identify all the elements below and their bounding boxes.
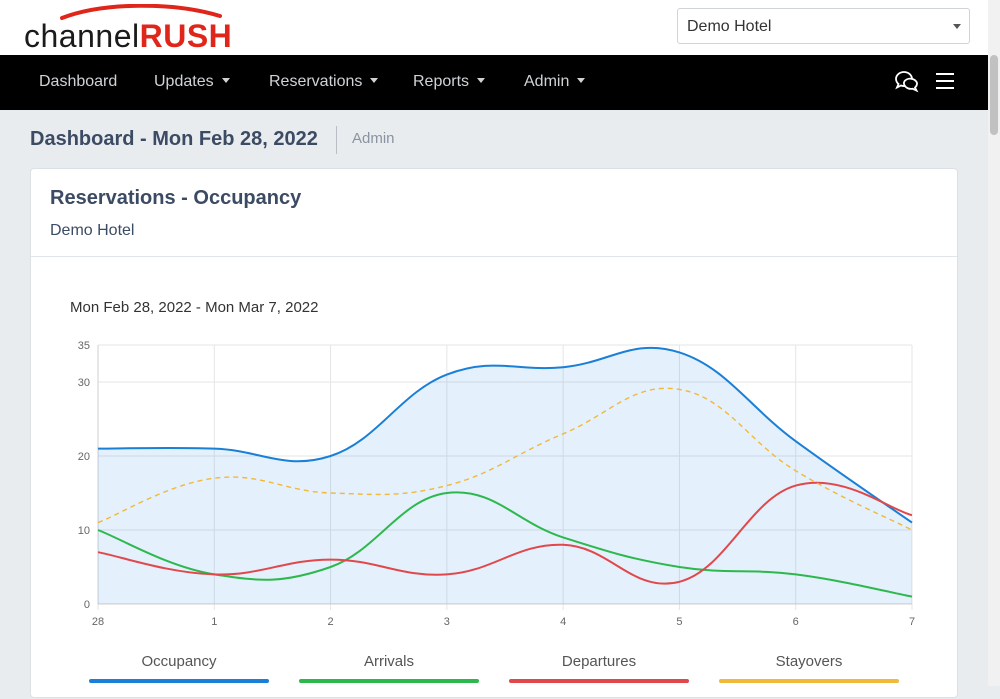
y-tick-label: 30 — [78, 377, 90, 389]
legend-item-stayovers[interactable]: Stayovers — [775, 653, 843, 670]
caret-down-icon — [477, 78, 486, 83]
nav-reservations[interactable]: Reservations — [269, 73, 379, 91]
breadcrumb-admin: Admin — [352, 130, 395, 147]
legend-swatch-departures — [509, 679, 689, 683]
x-tick-label: 1 — [211, 616, 217, 628]
page-title: Dashboard - Mon Feb 28, 2022 — [30, 128, 318, 150]
x-tick-label: 2 — [328, 616, 334, 628]
departures-point — [213, 573, 215, 575]
departures-point — [97, 551, 99, 553]
stayovers-point — [446, 484, 448, 486]
occupancy-point — [97, 447, 99, 449]
legend-item-occupancy[interactable]: Occupancy — [141, 653, 217, 670]
stayovers-point — [97, 521, 99, 523]
logo-text-channel: channel — [24, 18, 140, 54]
logo-swoosh-icon — [60, 4, 222, 20]
arrivals-line — [97, 491, 913, 598]
stayovers-point — [329, 492, 331, 494]
occupancy-point — [213, 447, 215, 449]
departures-point — [911, 514, 913, 516]
arrivals-point — [329, 566, 331, 568]
hotel-select[interactable]: Demo Hotel — [677, 8, 970, 44]
occupancy-point — [678, 351, 680, 353]
stayovers-point — [213, 477, 215, 479]
scrollbar-thumb[interactable] — [990, 55, 998, 135]
legend-swatch-arrivals — [299, 679, 479, 683]
top-header: channelRUSH Demo Hotel — [0, 0, 988, 55]
departures-point — [678, 581, 680, 583]
y-tick-label: 0 — [84, 599, 90, 611]
occupancy-point — [446, 373, 448, 375]
caret-down-icon — [370, 78, 379, 83]
arrivals-point — [678, 566, 680, 568]
occupancy-card: Reservations - Occupancy Demo Hotel Mon … — [30, 168, 958, 698]
chat-icon[interactable] — [893, 69, 919, 95]
nav-admin[interactable]: Admin — [524, 73, 586, 91]
legend-item-departures[interactable]: Departures — [561, 653, 637, 670]
main-navbar: Dashboard Updates Reservations Reports A… — [0, 55, 988, 110]
arrivals-point — [911, 595, 913, 597]
caret-down-icon — [577, 78, 586, 83]
card-title: Reservations - Occupancy — [50, 187, 302, 209]
x-tick-label: 5 — [676, 616, 682, 628]
card-subtitle: Demo Hotel — [50, 222, 135, 239]
occupancy-point — [795, 440, 797, 442]
departures-point — [446, 573, 448, 575]
hotel-select-value: Demo Hotel — [687, 18, 772, 35]
occupancy-line — [97, 346, 913, 524]
legend-swatch-stayovers — [719, 679, 899, 683]
y-tick-label: 20 — [78, 451, 90, 463]
legend-swatch-occupancy — [89, 679, 269, 683]
departures-point — [795, 484, 797, 486]
y-tick-label: 35 — [78, 340, 90, 352]
occupancy-area — [98, 347, 912, 604]
departures-point — [329, 558, 331, 560]
departures-line — [97, 481, 913, 585]
caret-down-icon — [221, 78, 230, 83]
nav-updates[interactable]: Updates — [154, 73, 230, 91]
arrivals-point — [795, 573, 797, 575]
arrivals-point — [97, 529, 99, 531]
card-header: Reservations - Occupancy Demo Hotel — [31, 169, 957, 257]
arrivals-point — [562, 536, 564, 538]
occupancy-point — [329, 455, 331, 457]
stayovers-point — [911, 529, 913, 531]
arrivals-point — [446, 492, 448, 494]
y-tick-label: 10 — [78, 525, 90, 537]
stayovers-point — [562, 433, 564, 435]
x-tick-label: 3 — [444, 616, 450, 628]
title-divider — [336, 126, 337, 154]
logo-text-rush: RUSH — [139, 18, 233, 54]
nav-reports[interactable]: Reports — [413, 73, 486, 91]
stayovers-point — [795, 470, 797, 472]
chevron-down-icon — [953, 24, 961, 29]
departures-point — [562, 544, 564, 546]
x-tick-label: 4 — [560, 616, 566, 628]
nav-dashboard[interactable]: Dashboard — [39, 73, 118, 90]
x-tick-label: 6 — [793, 616, 799, 628]
hamburger-menu-icon[interactable] — [935, 71, 955, 91]
occupancy-point — [911, 521, 913, 523]
stayovers-line — [97, 387, 913, 531]
occupancy-point — [562, 366, 564, 368]
legend-item-arrivals[interactable]: Arrivals — [363, 653, 414, 670]
channelrush-logo[interactable]: channelRUSH — [24, 4, 244, 54]
x-tick-label: 7 — [909, 616, 915, 628]
occupancy-chart: 0 10 20 30 35 28 1 2 3 4 5 6 7 — [78, 340, 915, 628]
chart-date-range: Mon Feb 28, 2022 - Mon Mar 7, 2022 — [70, 299, 319, 316]
x-tick-label: 28 — [92, 616, 104, 628]
page-scrollbar[interactable] — [988, 0, 1000, 686]
stayovers-point — [678, 388, 680, 390]
